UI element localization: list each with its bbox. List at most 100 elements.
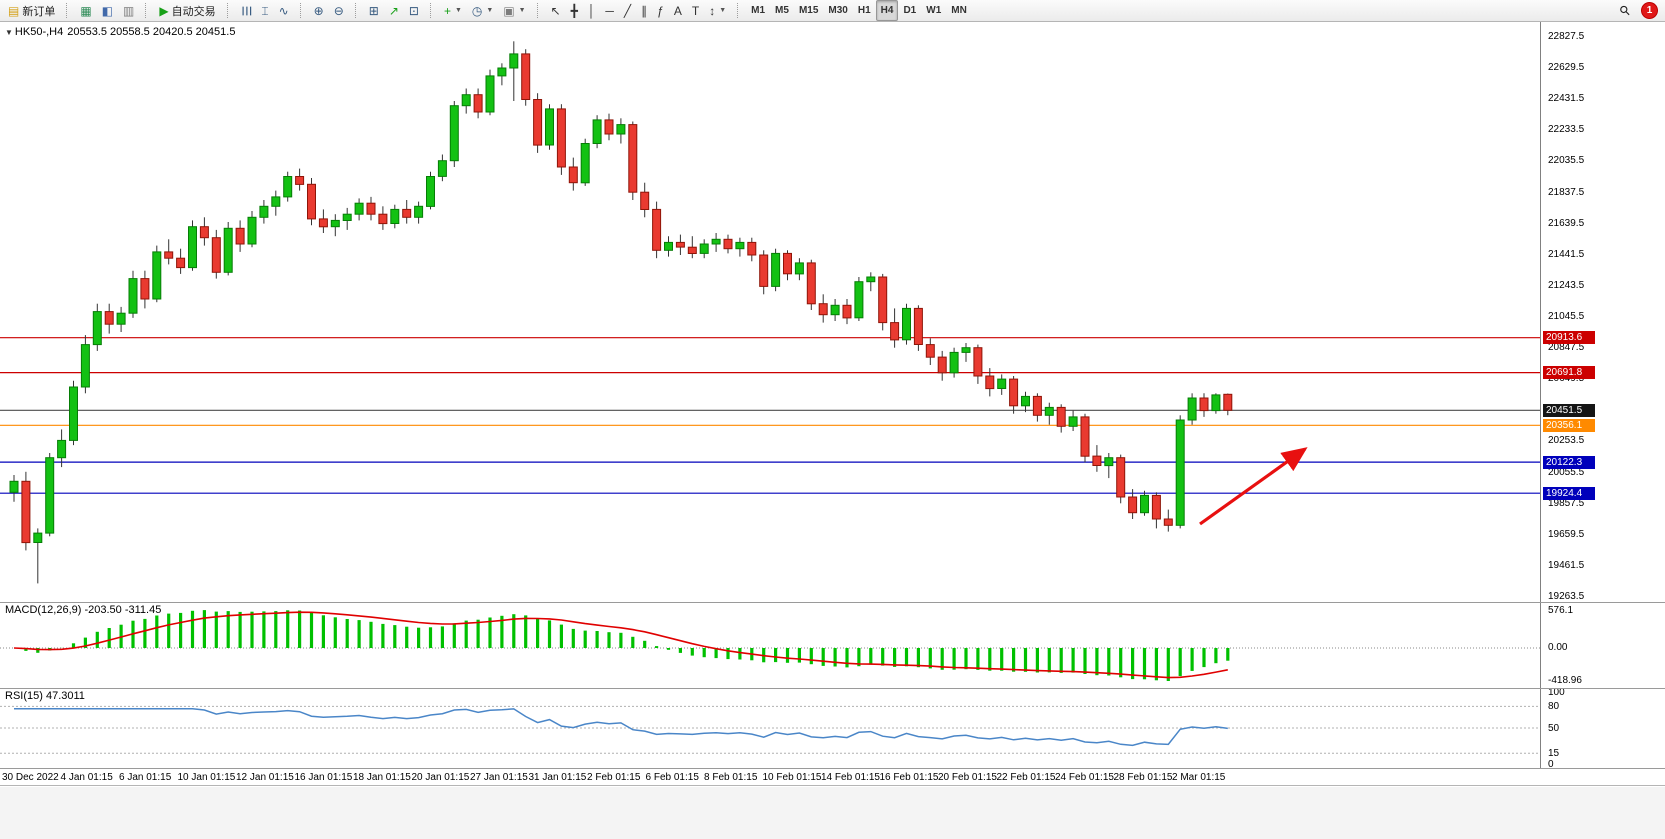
- candle: [783, 250, 792, 281]
- text-icon: A: [673, 3, 682, 18]
- rsi-panel[interactable]: [0, 688, 1540, 768]
- chart-window-button[interactable]: ▦: [75, 0, 96, 21]
- tf-d1-button[interactable]: D1: [898, 0, 921, 21]
- candle: [80, 335, 90, 394]
- text-button[interactable]: A: [669, 0, 687, 21]
- candle: [604, 113, 614, 141]
- candle: [1044, 402, 1054, 425]
- line-chart-button[interactable]: ∿: [274, 0, 294, 21]
- macd-axis-label: -418.96: [1548, 675, 1582, 686]
- toolbar-separator: [66, 3, 71, 18]
- tf-m1-button[interactable]: M1: [746, 0, 770, 21]
- tf-m15-button-label: M15: [798, 5, 819, 16]
- indicators-window-button[interactable]: ↗: [384, 0, 404, 21]
- panel-separator[interactable]: [0, 688, 1665, 689]
- price-tick: 21639.5: [1548, 217, 1585, 229]
- candle: [1021, 391, 1030, 413]
- candle: [1211, 393, 1221, 414]
- horizontal-line-button[interactable]: ─: [600, 0, 619, 21]
- trendline-button[interactable]: ╱: [619, 0, 636, 21]
- profiles-icon: ◧: [101, 3, 114, 18]
- candle: [902, 303, 911, 345]
- channel-button[interactable]: ∥: [636, 0, 652, 21]
- candle: [818, 294, 828, 323]
- candle: [437, 154, 447, 182]
- cursor-button[interactable]: ↖: [546, 0, 566, 21]
- templates-button[interactable]: ▣ ▼: [498, 0, 530, 21]
- tf-h1-button[interactable]: H1: [853, 0, 876, 21]
- channel-icon: ∥: [641, 3, 648, 18]
- tf-mn-button[interactable]: MN: [946, 0, 972, 21]
- label-button[interactable]: T: [687, 0, 704, 21]
- tf-m15-button[interactable]: M15: [794, 0, 823, 21]
- rsi-value: 47.3011: [45, 690, 85, 702]
- candle: [568, 157, 578, 191]
- candle: [1175, 415, 1185, 529]
- zoom-out-button[interactable]: ⊖: [329, 0, 349, 21]
- search-button[interactable]: ⚲: [1615, 0, 1635, 21]
- toolbar-separator: [737, 3, 742, 18]
- candle: [176, 248, 186, 274]
- candle: [830, 299, 840, 321]
- price-tick: 19857.5: [1548, 497, 1585, 509]
- tf-m30-button[interactable]: M30: [823, 0, 852, 21]
- candle: [664, 236, 673, 257]
- tf-w1-button-label: W1: [926, 5, 942, 16]
- candle: [1187, 393, 1197, 425]
- data-window-button[interactable]: ▥: [118, 0, 139, 21]
- candle: [997, 374, 1007, 395]
- fibonacci-button[interactable]: ƒ: [652, 0, 669, 21]
- candlestick-button[interactable]: ⌶: [256, 0, 273, 21]
- new-order-button[interactable]: ▤ 新订单: [3, 0, 60, 21]
- arrows-button[interactable]: ↕ ▼: [704, 0, 731, 21]
- notification-badge[interactable]: 1: [1642, 3, 1657, 18]
- vertical-line-button[interactable]: │: [583, 0, 601, 21]
- objects-list-button[interactable]: ⊡: [404, 0, 424, 21]
- candle: [1056, 404, 1066, 433]
- zoom-in-button[interactable]: ⊕: [309, 0, 329, 21]
- legend-symbol: HK50-,H4: [14, 26, 64, 38]
- bar-chart-button[interactable]: ☰: [236, 0, 257, 21]
- candle: [509, 41, 519, 101]
- candle: [1080, 413, 1090, 463]
- trend-arrow[interactable]: [1199, 447, 1308, 526]
- tf-m5-button-label: M5: [775, 5, 789, 16]
- time-tick: 18 Jan 01:15: [353, 772, 411, 783]
- candle: [711, 233, 721, 252]
- candle: [259, 200, 269, 224]
- toolbar-right: ⚲ 1: [1615, 0, 1662, 21]
- crosshair-button[interactable]: ╋: [566, 0, 583, 21]
- tf-m5-button[interactable]: M5: [770, 0, 794, 21]
- price-tick: 21441.5: [1548, 248, 1585, 260]
- time-axis[interactable]: 30 Dec 2022 4 Jan 01:15 6 Jan 01:15 10 Jan …: [0, 768, 1665, 786]
- periods-button[interactable]: ◷ ▼: [467, 0, 498, 21]
- time-tick: 10 Jan 01:15: [177, 772, 236, 783]
- price-tick: 20055.5: [1548, 466, 1585, 478]
- tf-w1-button[interactable]: W1: [921, 0, 946, 21]
- macd-axis-label: 576.1: [1548, 605, 1574, 616]
- plus-icon: +: [443, 3, 451, 18]
- panel-separator[interactable]: [0, 602, 1665, 603]
- candle: [318, 209, 328, 233]
- candle: [1032, 393, 1042, 422]
- price-axis[interactable]: 22827.5 22629.5 22431.5 22233.5 22035.5 21837…: [1540, 22, 1665, 770]
- time-tick: 28 Feb 01:15: [1113, 772, 1173, 783]
- profiles-button[interactable]: ◧: [97, 0, 118, 21]
- main-chart-canvas[interactable]: [0, 22, 1540, 602]
- candle: [545, 104, 554, 150]
- tile-windows-button[interactable]: ⊞: [364, 0, 384, 21]
- tf-h4-button[interactable]: H4: [875, 0, 899, 21]
- zoom-out-icon: ⊖: [333, 3, 344, 18]
- time-tick: 20 Feb 01:15: [938, 772, 997, 783]
- add-indicator-button[interactable]: + ▼: [439, 0, 467, 21]
- autotrading-button[interactable]: ▶ 自动交易: [154, 0, 220, 21]
- rsi-label: RSI(15) 47.3011: [5, 690, 85, 702]
- price-tick: 20253.5: [1548, 435, 1585, 447]
- collapse-icon[interactable]: ▼: [5, 28, 13, 37]
- toolbar-separator: [354, 3, 360, 18]
- candle: [973, 344, 983, 384]
- candle: [592, 115, 602, 149]
- crosshair-icon: ╋: [570, 3, 578, 18]
- candle: [1092, 445, 1102, 472]
- macd-panel[interactable]: [0, 602, 1540, 688]
